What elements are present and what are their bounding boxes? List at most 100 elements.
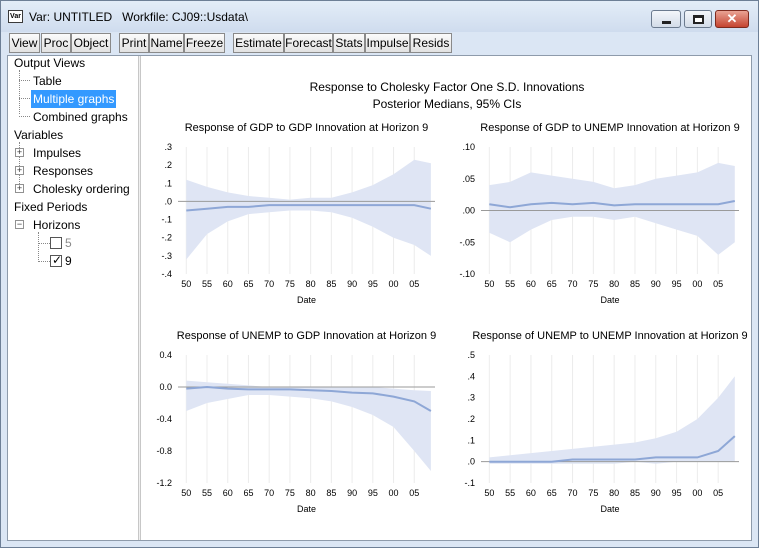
x-tick-label: 50	[181, 279, 191, 289]
minimize-icon	[662, 21, 671, 24]
var-app-icon: Var	[8, 10, 23, 23]
title-bar[interactable]: Var Var: UNTITLED Workfile: CJ09::Usdata…	[1, 1, 758, 32]
y-tick-label: 0.4	[159, 350, 172, 360]
x-tick-label: 00	[389, 279, 399, 289]
tree-item-impulses[interactable]: Impulses	[33, 146, 82, 160]
tree-connector	[38, 232, 39, 262]
median-line	[489, 435, 736, 463]
expand-impulses-icon[interactable]: +	[15, 147, 24, 157]
impulse-button[interactable]: Impulse	[365, 33, 410, 53]
x-tick-label: 50	[181, 488, 191, 498]
collapse-horizons-icon[interactable]: −	[15, 219, 24, 229]
x-axis-label: Date	[297, 295, 316, 305]
chart-title: Response of GDP to GDP Innovation at Hor…	[185, 122, 429, 134]
horizon-9-label: 9	[65, 254, 72, 268]
tree-item-horizons[interactable]: Horizons	[33, 218, 81, 232]
x-tick-label: 85	[326, 488, 336, 498]
window-title: Var: UNTITLED Workfile: CJ09::Usdata\	[29, 10, 248, 24]
horizon-5-checkbox[interactable]	[50, 237, 62, 249]
resids-button[interactable]: Resids	[410, 33, 452, 53]
tree-connector	[19, 70, 20, 114]
horizon-9-checkbox[interactable]: ✓	[50, 253, 62, 267]
y-tick-label: -1.2	[156, 478, 172, 488]
x-tick-label: 55	[202, 488, 212, 498]
x-tick-label: 50	[484, 279, 494, 289]
x-tick-label: 70	[568, 488, 578, 498]
x-tick-label: 00	[692, 279, 702, 289]
tree-connector	[19, 98, 30, 99]
y-tick-label: 0.0	[159, 382, 172, 392]
x-axis-label: Date	[600, 295, 619, 305]
tree-item-combined-graphs[interactable]: Combined graphs	[33, 110, 128, 124]
x-tick-label: 95	[672, 279, 682, 289]
x-tick-label: 05	[713, 279, 723, 289]
close-button[interactable]: ✕	[715, 10, 749, 28]
x-tick-label: 85	[630, 488, 640, 498]
expand-responses-icon[interactable]: +	[15, 165, 24, 175]
y-tick-label: .1	[467, 435, 475, 445]
x-tick-label: 80	[306, 279, 316, 289]
y-tick-label: .05	[462, 174, 475, 184]
x-tick-label: 90	[347, 488, 357, 498]
y-tick-label: .1	[164, 178, 172, 188]
y-tick-label: -.2	[161, 233, 172, 243]
tree-item-table[interactable]: Table	[33, 74, 62, 88]
y-tick-label: -0.8	[156, 446, 172, 456]
y-tick-label: .0	[467, 457, 475, 467]
tree-fixed-periods[interactable]: Fixed Periods	[14, 200, 88, 214]
x-axis-label: Date	[600, 504, 619, 514]
y-tick-label: .0	[164, 196, 172, 206]
x-tick-label: 95	[368, 488, 378, 498]
tree-item-responses[interactable]: Responses	[33, 164, 94, 178]
maximize-icon	[693, 15, 704, 24]
object-button[interactable]: Object	[71, 33, 111, 53]
x-tick-label: 90	[651, 488, 661, 498]
x-tick-label: 50	[484, 488, 494, 498]
view-button[interactable]: View	[9, 33, 40, 53]
pane-splitter[interactable]	[138, 56, 141, 540]
name-button[interactable]: Name	[149, 33, 184, 53]
estimate-button[interactable]: Estimate	[233, 33, 284, 53]
x-tick-label: 75	[285, 488, 295, 498]
x-tick-label: 75	[588, 488, 598, 498]
x-tick-label: 80	[609, 488, 619, 498]
y-tick-label: .2	[467, 414, 475, 424]
tree-variables[interactable]: Variables	[14, 128, 64, 142]
x-tick-label: 00	[692, 488, 702, 498]
median-line	[489, 200, 735, 209]
x-tick-label: 65	[243, 279, 253, 289]
x-tick-label: 80	[609, 279, 619, 289]
expand-cholesky-icon[interactable]: +	[15, 183, 24, 193]
y-tick-label: -.1	[464, 478, 475, 488]
x-tick-label: 95	[672, 488, 682, 498]
x-tick-label: 55	[202, 279, 212, 289]
y-tick-label: -.1	[161, 215, 172, 225]
y-tick-label: -.05	[459, 237, 475, 247]
print-button[interactable]: Print	[119, 33, 149, 53]
stats-button[interactable]: Stats	[333, 33, 365, 53]
freeze-button[interactable]: Freeze	[184, 33, 225, 53]
y-tick-label: .00	[462, 206, 475, 216]
x-tick-label: 60	[526, 279, 536, 289]
x-tick-label: 05	[713, 488, 723, 498]
horizon-5-label: 5	[65, 236, 72, 250]
x-tick-label: 70	[568, 279, 578, 289]
tree-output-views[interactable]: Output Views	[14, 56, 86, 70]
tree-connector	[38, 243, 50, 244]
minimize-button[interactable]	[651, 10, 681, 28]
forecast-button[interactable]: Forecast	[284, 33, 333, 53]
x-tick-label: 65	[547, 488, 557, 498]
y-tick-label: -.10	[459, 269, 475, 279]
tree-item-cholesky-ordering[interactable]: Cholesky ordering	[33, 182, 130, 196]
tree-item-multiple-graphs[interactable]: Multiple graphs	[31, 90, 117, 108]
proc-button[interactable]: Proc	[41, 33, 71, 53]
maximize-button[interactable]	[684, 10, 712, 28]
y-tick-label: .5	[467, 350, 475, 360]
x-tick-label: 75	[285, 279, 295, 289]
x-tick-label: 60	[526, 488, 536, 498]
tree-connector	[19, 116, 30, 117]
x-tick-label: 65	[547, 279, 557, 289]
y-tick-label: .3	[467, 393, 475, 403]
y-tick-label: -.3	[161, 251, 172, 261]
